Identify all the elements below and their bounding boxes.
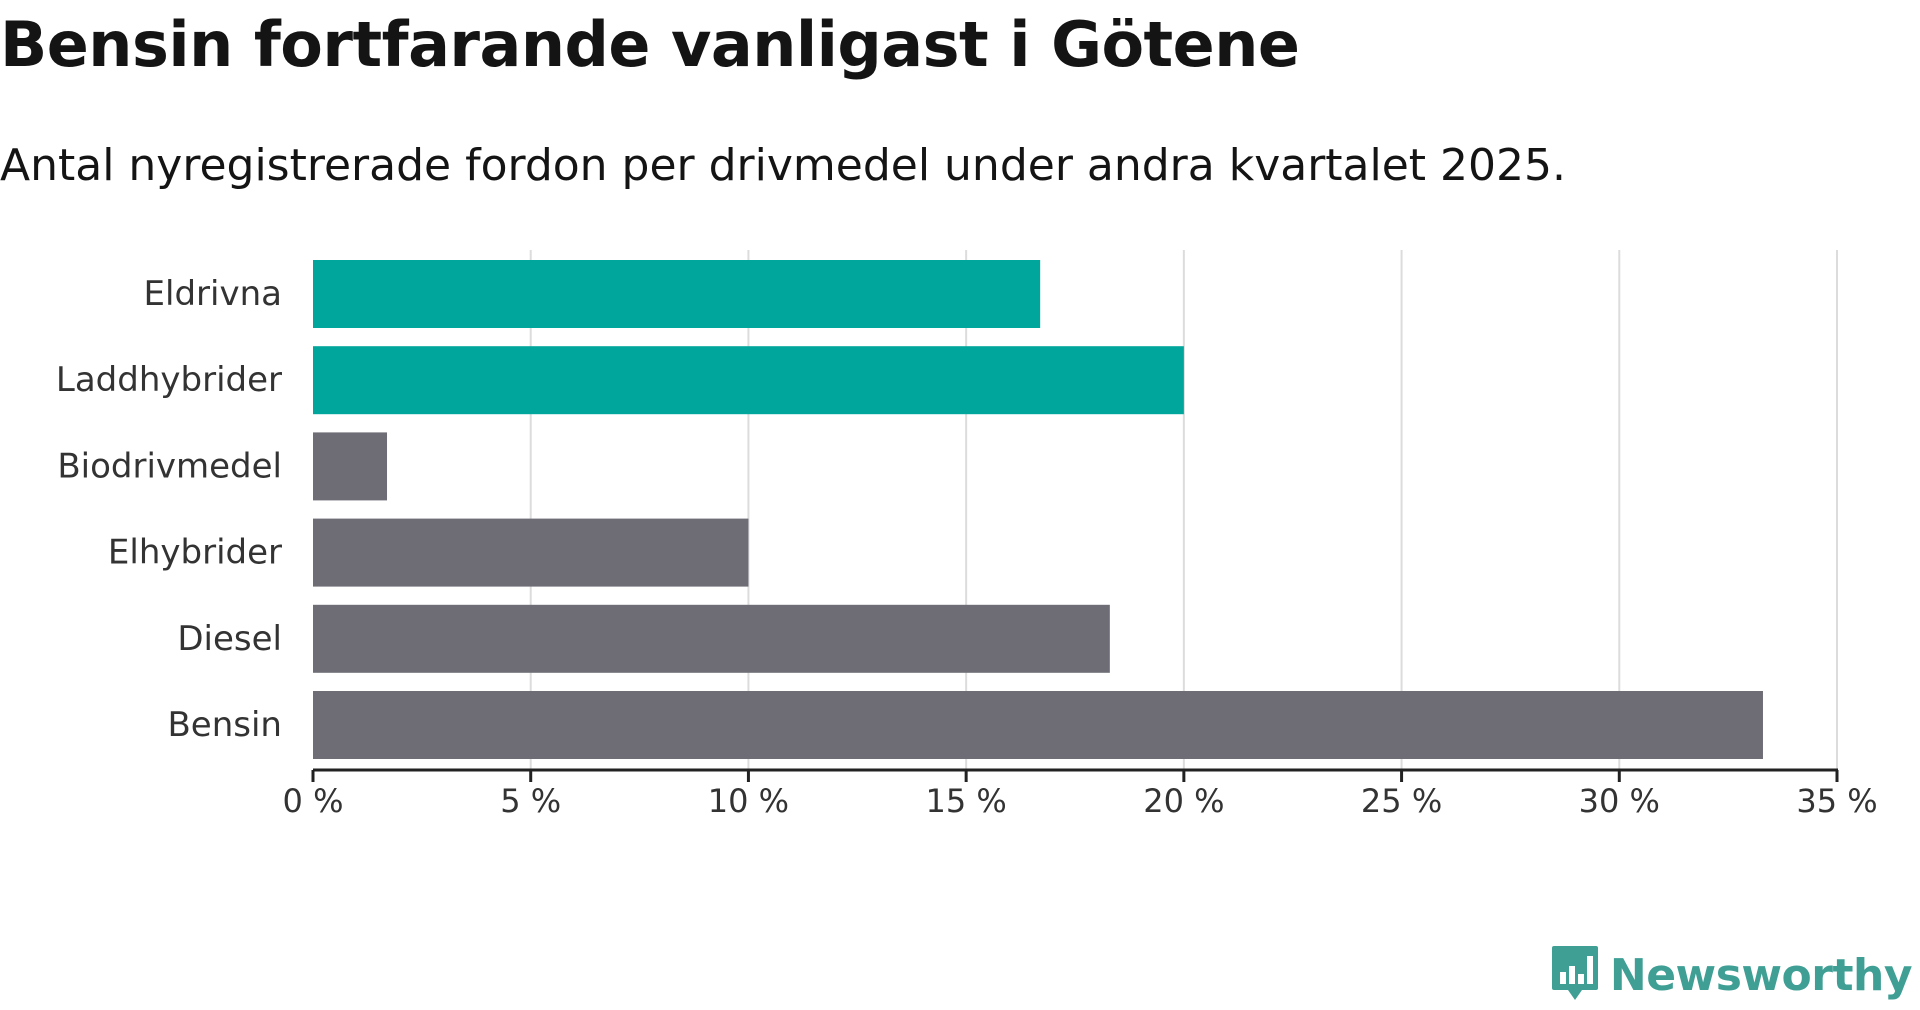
x-tick-label: 15 % (925, 782, 1006, 820)
x-tick-label: 20 % (1143, 782, 1224, 820)
brand-name: Newsworthy (1609, 949, 1913, 1001)
x-tick-label: 25 % (1361, 782, 1442, 820)
grid-lines (529, 250, 1838, 770)
x-tick-label: 35 % (1796, 782, 1877, 820)
chart-title: Bensin fortfarande vanligast i Götene (0, 8, 1300, 81)
bar-eldrivna (313, 260, 1041, 328)
x-tick-label: 0 % (283, 782, 344, 820)
bar-diesel (313, 604, 1110, 673)
category-label: Biodrivmedel (57, 446, 282, 486)
x-tick-label: 10 % (708, 782, 789, 820)
category-labels: Eldrivna Laddhybrider Biodrivmedel Elhybrid… (56, 274, 282, 745)
category-label: Diesel (177, 619, 282, 659)
category-label: Laddhybrider (56, 360, 282, 400)
category-label: Eldrivna (144, 274, 282, 314)
bar-elhybrider (313, 518, 749, 587)
x-tick-label: 30 % (1579, 782, 1660, 820)
newsworthy-logo-icon (1551, 946, 1598, 1000)
category-label: Bensin (167, 705, 282, 745)
bar-bensin (313, 691, 1763, 759)
bars (313, 260, 1763, 759)
category-label: Elhybrider (108, 533, 282, 573)
bar-biodrivmedel (313, 432, 388, 501)
chart-subtitle: Antal nyregistrerade fordon per drivmede… (0, 140, 1566, 191)
x-tick-label: 5 % (500, 782, 561, 820)
bar-laddhybrider (313, 346, 1184, 415)
brand: Newsworthy (1550, 940, 1913, 1010)
x-axis: 0 % 5 % 10 % 15 % 20 % 25 % 30 % 35 % (283, 768, 1878, 820)
